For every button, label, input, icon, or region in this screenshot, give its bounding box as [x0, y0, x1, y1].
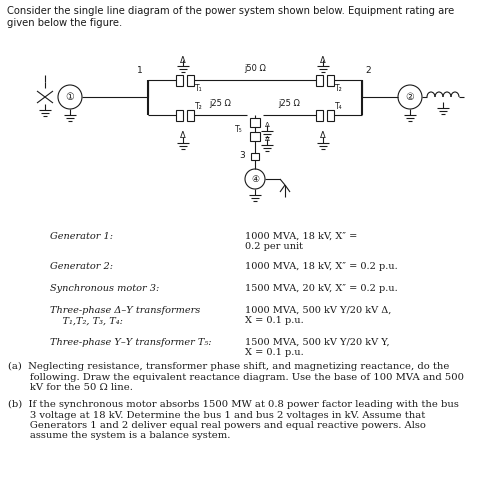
Text: Δ: Δ [320, 131, 326, 140]
Text: 2: 2 [365, 66, 371, 75]
Bar [176, 110, 183, 120]
Text: j25 Ω: j25 Ω [279, 99, 301, 108]
Text: ①: ① [65, 92, 74, 102]
Text: Δ: Δ [180, 56, 186, 65]
Text: ②: ② [406, 92, 414, 102]
Bar [250, 118, 260, 127]
Bar [250, 132, 260, 141]
Text: 1: 1 [137, 66, 143, 75]
Circle shape [398, 85, 422, 109]
Text: (a)  Neglecting resistance, transformer phase shift, and magnetizing reactance, : (a) Neglecting resistance, transformer p… [8, 362, 464, 392]
Text: 1500 MVA, 500 kV Y/20 kV Y,
X = 0.1 p.u.: 1500 MVA, 500 kV Y/20 kV Y, X = 0.1 p.u. [245, 338, 390, 357]
Text: 1000 MVA, 500 kV Y/20 kV Δ,
X = 0.1 p.u.: 1000 MVA, 500 kV Y/20 kV Δ, X = 0.1 p.u. [245, 306, 391, 325]
Bar [327, 75, 334, 86]
Text: 1000 MVA, 18 kV, X″ =
0.2 per unit: 1000 MVA, 18 kV, X″ = 0.2 per unit [245, 232, 357, 251]
Text: T₄: T₄ [335, 102, 343, 111]
Circle shape [58, 85, 82, 109]
Bar [176, 75, 183, 86]
Text: Synchronous motor 3:: Synchronous motor 3: [50, 284, 159, 293]
Bar [327, 110, 334, 120]
Text: j50 Ω: j50 Ω [244, 64, 266, 73]
Circle shape [245, 169, 265, 189]
Text: Δ: Δ [265, 122, 270, 128]
Text: 1500 MVA, 20 kV, X″ = 0.2 p.u.: 1500 MVA, 20 kV, X″ = 0.2 p.u. [245, 284, 398, 293]
Text: 3: 3 [239, 151, 245, 161]
Text: Δ: Δ [265, 136, 270, 142]
Bar [187, 110, 194, 120]
Text: 1000 MVA, 18 kV, X″ = 0.2 p.u.: 1000 MVA, 18 kV, X″ = 0.2 p.u. [245, 262, 398, 271]
Text: T₂: T₂ [195, 102, 203, 111]
Text: Generator 2:: Generator 2: [50, 262, 113, 271]
Text: Δ: Δ [320, 56, 326, 65]
Bar [187, 75, 194, 86]
Text: T₅: T₅ [235, 126, 243, 134]
Text: j25 Ω: j25 Ω [210, 99, 232, 108]
Text: Three-phase Y–Y transformer T₅:: Three-phase Y–Y transformer T₅: [50, 338, 211, 347]
Bar [316, 75, 323, 86]
Text: ④: ④ [251, 174, 259, 184]
Bar [316, 110, 323, 120]
Text: Three-phase Δ–Y transformers
    T₁,T₂, T₃, T₄:: Three-phase Δ–Y transformers T₁,T₂, T₃, … [50, 306, 200, 325]
Text: T₂: T₂ [335, 84, 343, 93]
Text: (b)  If the synchronous motor absorbs 1500 MW at 0.8 power factor leading with t: (b) If the synchronous motor absorbs 150… [8, 400, 459, 440]
Text: Consider the single line diagram of the power system shown below. Equipment rati: Consider the single line diagram of the … [7, 6, 454, 28]
Text: Δ: Δ [180, 131, 186, 140]
Text: Generator 1:: Generator 1: [50, 232, 113, 241]
Text: T₁: T₁ [195, 84, 203, 93]
Bar [251, 153, 259, 160]
